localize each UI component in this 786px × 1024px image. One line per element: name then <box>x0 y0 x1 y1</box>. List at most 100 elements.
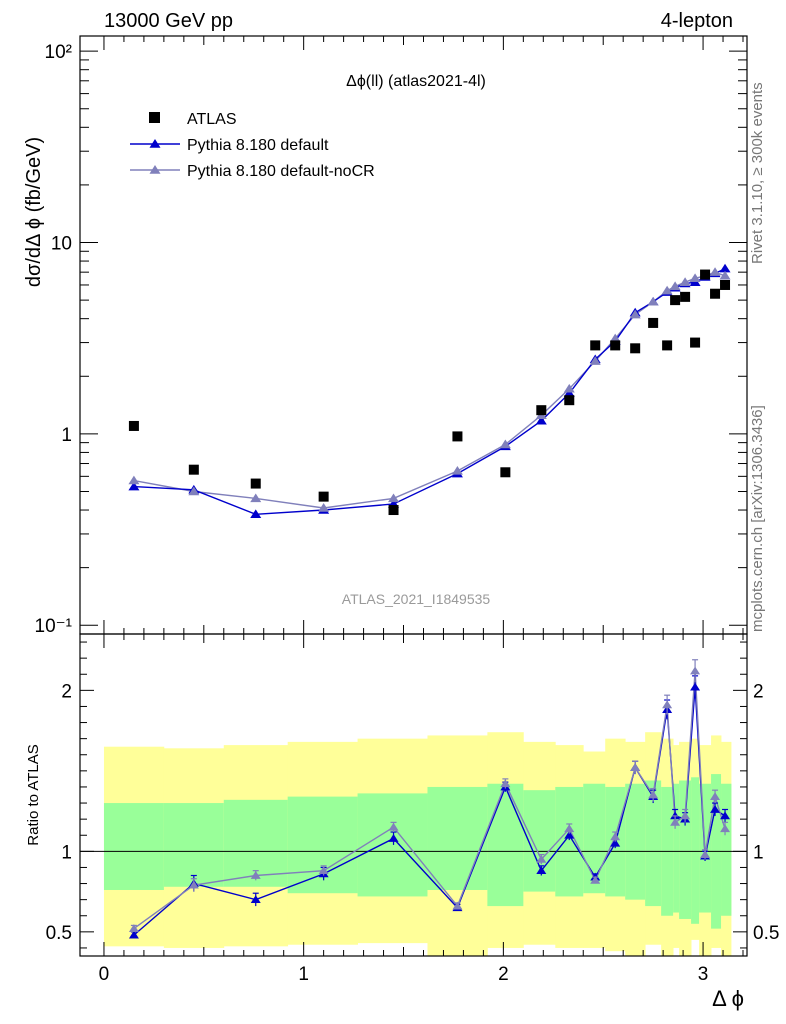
ratio-model-point <box>250 895 261 904</box>
ratio-model-point <box>648 790 659 799</box>
main-model-point <box>609 333 621 343</box>
ratio-model-point <box>720 811 731 820</box>
mcplots-label: mcplots.cern.ch [arXiv:1306.3436] <box>749 405 766 632</box>
ratio-frame <box>79 633 748 957</box>
main-model-point <box>250 509 262 519</box>
stat-uncertainty-band <box>645 780 662 907</box>
legend-model-marker <box>149 139 161 148</box>
main-y-tick-label: 10 <box>51 234 72 255</box>
main-model-point <box>629 309 641 319</box>
ratio-model-point <box>590 875 601 884</box>
uncertainty-bands <box>103 732 732 956</box>
ratio-model-point <box>388 822 399 831</box>
main-model-point <box>535 415 547 425</box>
stat-uncertainty-band <box>721 783 732 916</box>
ratio-model-point <box>128 924 139 933</box>
atlas-data-point <box>720 279 731 290</box>
legend-atlas-marker <box>149 112 160 123</box>
legend-entry-label: ATLAS <box>187 111 237 128</box>
ratio-model-point <box>720 824 731 833</box>
main-model-point <box>669 281 681 291</box>
stat-uncertainty-band <box>673 783 680 913</box>
main-series-line <box>133 268 726 516</box>
atlas-data-point <box>452 431 463 442</box>
ratio-model-point <box>662 700 673 709</box>
ratio-model-point <box>564 824 575 833</box>
main-y-tick-label: 10⁻¹ <box>35 616 73 637</box>
x-tick-label: 2 <box>498 964 509 985</box>
stat-uncertainty-band <box>103 803 165 890</box>
main-y-axis-label: dσ/dΔ ϕ (fb/GeV) <box>23 137 45 287</box>
ratio-axis-ticks <box>80 634 747 956</box>
ratio-model-point <box>680 811 691 820</box>
atlas-data-point <box>648 317 659 328</box>
main-y-tick-labels: 10⁻¹ 1 10 10² <box>35 42 73 637</box>
main-model-point <box>318 503 330 512</box>
stat-uncertainty-band <box>427 786 488 890</box>
ratio-y-tick-labels: 0.5 0.5 1 1 2 2 <box>46 681 780 944</box>
ratio-y-axis-label: Ratio to ATLAS <box>25 744 42 845</box>
main-model-point <box>563 388 575 397</box>
ratio-plot-panel: 0.5 0.5 1 1 2 2 0 1 2 3 <box>46 633 780 985</box>
x-tick-label: 1 <box>298 964 309 985</box>
ratio-y-tick-label: 2 <box>61 681 72 702</box>
x-tick-labels: 0 1 2 3 <box>99 964 709 985</box>
main-series-line <box>133 271 726 509</box>
ratio-model-point <box>710 792 721 800</box>
main-model-point <box>689 273 701 283</box>
atlas-data-point <box>564 395 575 406</box>
ratio-model-point <box>452 901 463 910</box>
ratio-model-point <box>630 763 641 772</box>
stat-uncertainty-band <box>357 793 428 897</box>
ratio-y-tick-label-right: 1 <box>753 842 764 863</box>
main-y-tick-label: 10² <box>45 42 72 63</box>
ratio-model-point <box>536 866 547 875</box>
ratio-model-point <box>500 779 511 788</box>
ratio-y-tick-label: 1 <box>61 842 72 863</box>
atlas-data-point <box>536 405 547 416</box>
main-model-point <box>647 296 659 306</box>
atlas-data-point <box>680 291 691 302</box>
main-model-point <box>563 383 575 393</box>
stat-uncertainty-band <box>163 803 225 887</box>
main-model-point <box>679 277 691 286</box>
stat-uncertainty-band <box>691 777 700 924</box>
main-model-point <box>128 481 140 491</box>
atlas-data-point <box>630 343 641 354</box>
x-tick-label: 0 <box>99 964 110 985</box>
ratio-model-point <box>250 871 261 879</box>
atlas-data-point <box>610 340 621 351</box>
atlas-data-point <box>690 337 701 348</box>
rivet-label: Rivet 3.1.10, ≥ 300k events <box>749 82 766 264</box>
ratio-series-lines <box>133 670 726 936</box>
main-model-point <box>589 356 601 365</box>
ratio-y-tick-label-right: 0.5 <box>753 923 779 944</box>
main-plot-panel: 10⁻¹ 1 10 10² ATLAS_2021_I1849535 Δϕ(ll) (a… <box>35 35 748 637</box>
atlas-data-point <box>710 288 721 299</box>
ratio-y-tick-label-right: 2 <box>753 681 764 702</box>
main-model-point <box>250 493 262 503</box>
main-series-lines <box>133 268 726 516</box>
main-series-markers <box>128 263 731 519</box>
atlas-data-point <box>388 505 399 516</box>
x-tick-label: 3 <box>698 964 709 985</box>
ratio-model-point <box>564 830 575 839</box>
stat-uncertainty-band <box>555 786 584 897</box>
atlas-data-point <box>188 464 199 475</box>
beam-label: 13000 GeV pp <box>104 10 233 32</box>
main-model-point <box>188 486 200 496</box>
main-model-point <box>719 263 731 273</box>
ratio-model-point <box>710 804 721 813</box>
atlas-data-point <box>128 420 139 431</box>
main-model-point <box>451 466 463 475</box>
stat-uncertainty-band <box>287 796 358 894</box>
atlas-data-point <box>670 295 681 306</box>
legend-entry-label: Pythia 8.180 default <box>187 137 329 154</box>
main-model-point <box>661 285 673 295</box>
main-model-point <box>719 270 731 280</box>
main-axis-ticks <box>80 36 747 634</box>
main-model-point <box>709 267 721 276</box>
analysis-watermark: ATLAS_2021_I1849535 <box>342 591 491 607</box>
main-model-point <box>128 475 140 485</box>
